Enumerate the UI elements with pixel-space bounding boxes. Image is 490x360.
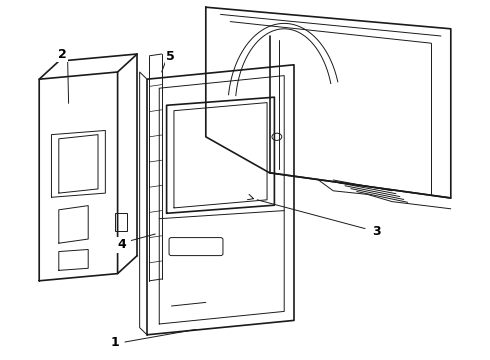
Text: 1: 1 [111, 336, 120, 349]
Bar [115, 213, 127, 231]
Text: 2: 2 [58, 48, 67, 61]
Text: 3: 3 [372, 225, 381, 238]
Text: 4: 4 [117, 238, 126, 251]
FancyBboxPatch shape [169, 238, 223, 256]
Text: 5: 5 [166, 50, 175, 63]
